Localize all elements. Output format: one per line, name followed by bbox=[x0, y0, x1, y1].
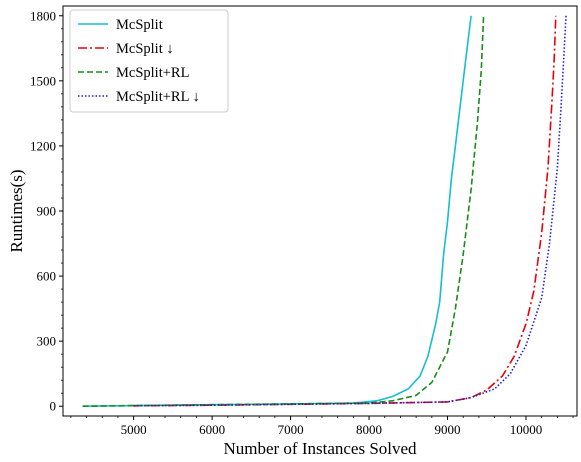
legend-box bbox=[69, 9, 229, 113]
plot-series bbox=[82, 15, 567, 407]
y-tick-label-1: 300 bbox=[37, 334, 57, 349]
legend-label-0: McSplit bbox=[116, 17, 163, 33]
y-tick-label-0: 0 bbox=[50, 399, 57, 414]
y-tick-label-2: 600 bbox=[37, 269, 57, 284]
legend: McSplit McSplit ↓ McSplit+RL McSplit+RL ↓ bbox=[69, 9, 229, 113]
x-tick-label-4: 9000 bbox=[435, 422, 461, 437]
legend-label-1: McSplit ↓ bbox=[116, 41, 174, 57]
y-axis-label: Runtimes(s) bbox=[7, 169, 26, 252]
y-tick-label-4: 1200 bbox=[30, 138, 56, 153]
x-tick-label-0: 5000 bbox=[121, 422, 147, 437]
y-tick-label-6: 1800 bbox=[30, 8, 56, 23]
legend-label-2: McSplit+RL bbox=[116, 65, 189, 81]
series-line-3 bbox=[133, 15, 567, 407]
x-tick-label-3: 8000 bbox=[356, 422, 382, 437]
x-axis-label: Number of Instances Solved bbox=[223, 439, 417, 458]
legend-label-3: McSplit+RL ↓ bbox=[116, 89, 200, 105]
x-tick-label-5: 10000 bbox=[510, 422, 543, 437]
y-tick-label-5: 1500 bbox=[30, 73, 56, 88]
y-tick-label-3: 900 bbox=[37, 204, 57, 219]
series-line-2 bbox=[82, 15, 485, 407]
x-tick-label-2: 7000 bbox=[278, 422, 304, 437]
x-tick-label-1: 6000 bbox=[199, 422, 225, 437]
series-line-1 bbox=[133, 15, 557, 407]
ticks: 5000 6000 7000 8000 9000 10000 0 300 600 900 1200 1… bbox=[30, 8, 574, 437]
